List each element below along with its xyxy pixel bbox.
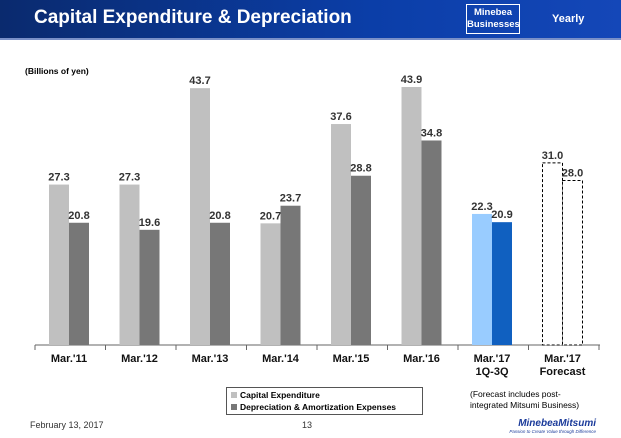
data-label: 20.7 [260,210,281,222]
data-label: 27.3 [119,172,140,184]
footer-date: February 13, 2017 [30,420,104,430]
data-label: 34.8 [421,127,442,139]
bar-capex [260,223,281,345]
bar-depreciation [492,222,512,345]
category-label: Forecast [540,366,586,378]
page-title: Capital Expenditure & Depreciation [34,7,352,28]
note-line2: integrated Mitsumi Business) [470,400,580,410]
data-label: 43.9 [401,74,422,86]
bar-capex [190,88,210,345]
chart-legend: Capital Expenditure Depreciation & Amort… [226,387,423,415]
forecast-note: (Forecast includes post- integrated Mits… [470,389,610,411]
bar-capex [331,124,351,345]
category-label: Mar.'14 [262,353,300,365]
data-label: 28.8 [350,163,371,175]
legend-swatch-capex [231,392,237,398]
header-divider [0,38,621,40]
legend-swatch-depr [231,404,237,410]
bar-depreciation [351,175,371,345]
category-label: 1Q-3Q [475,366,508,378]
category-label: Mar.'17 [474,353,511,365]
category-label: Mar.'12 [121,353,158,365]
bar-depreciation [139,229,160,345]
bar-capex [119,184,140,345]
category-label: Mar.'11 [51,353,87,365]
company-logo: MinebeaMitsumi Passion to Create Value t… [496,418,596,434]
badge-line2: Businesses [467,19,520,30]
period-label: Yearly [552,13,585,25]
data-label: 27.3 [48,172,69,184]
data-label: 20.8 [209,210,230,222]
data-label: 28.0 [562,167,583,179]
bar-depreciation [421,140,442,345]
category-label: Mar.'16 [403,353,440,365]
category-label: Mar.'15 [333,353,370,365]
bar-capex [542,162,563,346]
unit-label: (Billions of yen) [25,66,89,76]
legend-depr-label: Depreciation & Amortization Expenses [240,402,397,412]
data-label: 43.7 [189,75,210,87]
bar-capex [472,213,492,345]
data-label: 19.6 [139,217,160,229]
data-label: 20.8 [68,210,89,222]
note-line1: (Forecast includes post- [470,389,561,399]
business-badge: Minebea Businesses [466,4,520,34]
data-label: 23.7 [280,193,301,205]
legend-capex-label: Capital Expenditure [240,390,320,400]
badge-line1: Minebea [473,7,512,18]
bar-depreciation [210,222,230,345]
data-label: 37.6 [330,111,351,123]
bar-depreciation [562,179,583,346]
category-label: Mar.'13 [192,353,229,365]
bar-depreciation [69,222,89,345]
bar-depreciation [280,205,301,345]
bar-capex [49,184,69,345]
category-label: Mar.'17 [544,353,581,365]
data-label: 20.9 [491,209,512,221]
logo-text: MinebeaMitsumi [518,418,596,429]
data-label: 31.0 [542,150,563,162]
logo-tagline: Passion to Create Value through Differen… [509,429,596,434]
data-label: 22.3 [471,201,492,213]
page-number: 13 [302,420,313,430]
header-bar: Capital Expenditure & Depreciation Mineb… [0,0,621,38]
bar-capex [401,87,422,345]
